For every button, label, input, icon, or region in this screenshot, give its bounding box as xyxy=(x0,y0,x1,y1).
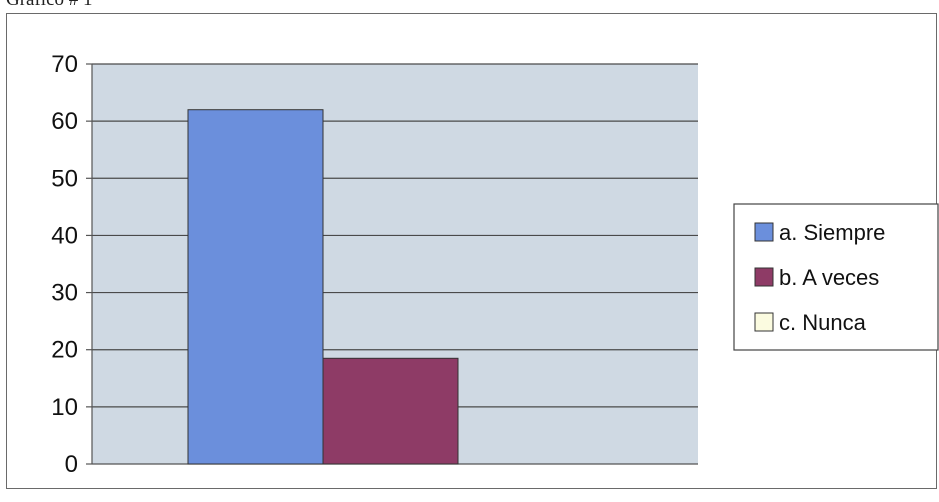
legend-label: c. Nunca xyxy=(779,310,867,335)
y-tick-label: 20 xyxy=(51,337,78,364)
y-tick-label: 60 xyxy=(51,108,78,135)
y-tick-label: 40 xyxy=(51,222,78,249)
legend-swatch xyxy=(754,312,774,332)
y-tick-label: 50 xyxy=(51,165,78,192)
bar-a-siempre xyxy=(187,109,324,465)
legend-label: b. A veces xyxy=(779,265,879,290)
legend-label: a. Siempre xyxy=(779,220,885,245)
legend: a. Siempre b. A veces c. Nunca xyxy=(733,203,939,351)
y-tick-label: 70 xyxy=(51,51,78,78)
y-tick-label: 30 xyxy=(51,280,78,307)
legend-swatch xyxy=(754,222,774,242)
chart-caption: Gráfico # 1 xyxy=(6,0,93,11)
y-tick-label: 0 xyxy=(65,451,78,478)
bars xyxy=(187,109,459,465)
legend-swatch xyxy=(754,267,774,287)
bar-b-a-veces xyxy=(322,357,459,465)
y-tick-label: 10 xyxy=(51,394,78,421)
